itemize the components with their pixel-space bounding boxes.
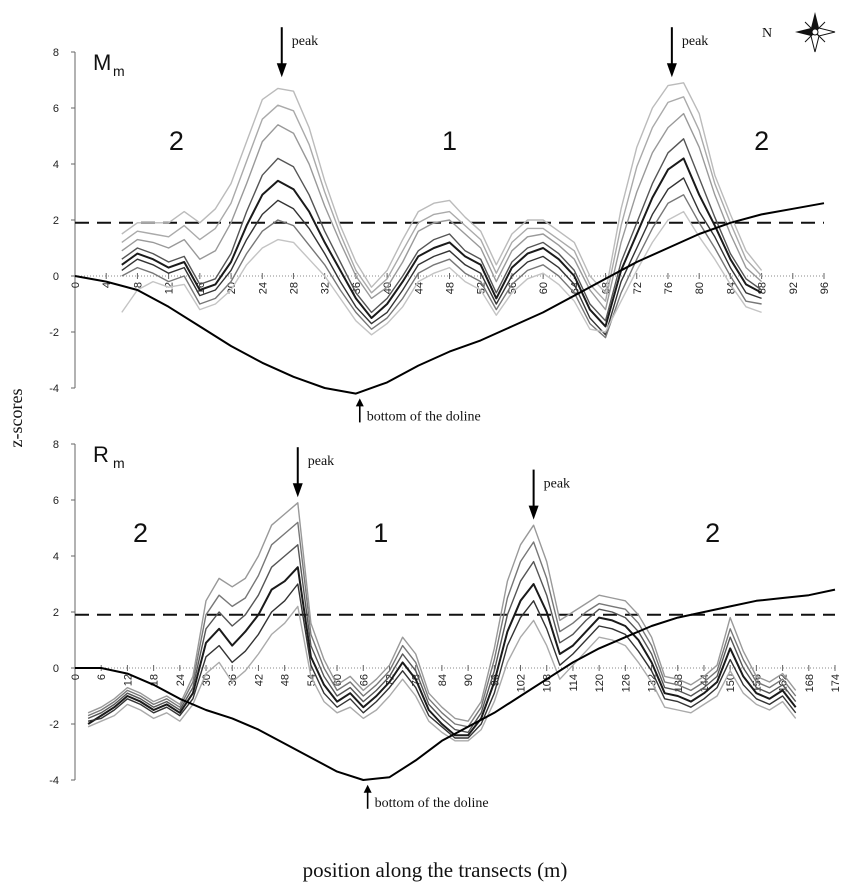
mm-series-line-7 xyxy=(121,82,763,294)
rm-x-tick-label: 168 xyxy=(804,674,816,692)
mm-x-tick-label: 72 xyxy=(632,282,644,294)
mm-x-tick-label: 12 xyxy=(164,282,176,294)
mm-x-tick-label: 96 xyxy=(819,282,831,294)
y-axis-label: z-scores xyxy=(6,389,26,448)
rm-x-tick-label: 48 xyxy=(280,674,292,686)
rm-series-line-6 xyxy=(87,605,797,742)
rm-doline-profile-line xyxy=(75,588,836,781)
mm-peak-arrow-head xyxy=(666,63,677,78)
rm-x-tick-label: 24 xyxy=(175,674,187,686)
rm-panel-label: R xyxy=(93,442,109,467)
rm-panel-label-sub: m xyxy=(113,455,125,471)
mm-series-line-3 xyxy=(121,138,763,322)
mm-zone-label: 1 xyxy=(442,126,457,156)
rm-x-tick-label: 162 xyxy=(778,674,790,692)
mm-y-tick-label: 4 xyxy=(53,159,59,171)
rm-y-tick-label: -4 xyxy=(49,775,59,787)
rm-series-line-2 xyxy=(87,583,797,739)
rm-x-tick-label: 84 xyxy=(437,674,449,686)
rm-zone-label: 2 xyxy=(705,518,720,548)
mm-zone-label: 2 xyxy=(754,126,769,156)
mm-y-tick-label: -2 xyxy=(49,327,59,339)
mm-y-tick-label: 0 xyxy=(53,271,59,283)
mm-series-line-8 xyxy=(121,210,762,336)
mm-doline-profile-line xyxy=(74,202,825,395)
mm-bottom-arrow-head xyxy=(355,398,364,407)
rm-peak-label: peak xyxy=(544,477,570,492)
rm-x-tick-label: 120 xyxy=(594,674,606,692)
rm-x-tick-label: 60 xyxy=(332,674,344,686)
mm-y-tick-label: -4 xyxy=(49,383,59,395)
mm-x-tick-label: 52 xyxy=(476,282,488,294)
rm-x-tick-label: 0 xyxy=(70,674,82,680)
mm-x-tick-label: 48 xyxy=(445,282,457,294)
mm-x-tick-label: 80 xyxy=(694,282,706,294)
mm-series-line-5 xyxy=(121,112,763,311)
rm-series-line-4 xyxy=(87,521,797,728)
mm-y-tick-label: 8 xyxy=(53,47,59,59)
mm-x-tick-label: 24 xyxy=(257,282,269,294)
rm-peak-arrow-head xyxy=(528,505,539,520)
rm-bottom-arrow-head xyxy=(363,784,372,793)
rm-x-tick-label: 108 xyxy=(542,674,554,692)
mm-x-tick-label: 4 xyxy=(101,282,113,288)
rm-zone-label: 1 xyxy=(373,518,388,548)
mm-bottom-label: bottom of the doline xyxy=(367,409,481,424)
rm-x-tick-label: 36 xyxy=(227,674,239,686)
x-axis-label: position along the transects (m) xyxy=(303,858,568,882)
mm-panel-label: M xyxy=(93,50,111,75)
mm-peak-label: peak xyxy=(682,34,708,49)
rm-x-tick-label: 126 xyxy=(620,674,632,692)
mm-x-tick-label: 40 xyxy=(382,282,394,294)
mm-y-tick-label: 6 xyxy=(53,103,59,115)
rm-y-tick-label: -2 xyxy=(49,719,59,731)
rm-x-tick-label: 42 xyxy=(253,674,265,686)
mm-x-tick-label: 36 xyxy=(351,282,363,294)
rm-peak-arrow-head xyxy=(292,483,303,498)
mm-x-tick-label: 76 xyxy=(663,282,675,294)
mm-x-tick-label: 56 xyxy=(507,282,519,294)
compass-icon xyxy=(795,12,836,53)
rm-x-tick-label: 12 xyxy=(122,674,134,686)
mm-x-tick-label: 92 xyxy=(788,282,800,294)
rm-x-tick-label: 114 xyxy=(568,674,580,692)
mm-series-line-2 xyxy=(121,177,762,336)
rm-series-line-1 xyxy=(87,566,797,737)
rm-zone-label: 2 xyxy=(133,518,148,548)
compass-label: N xyxy=(762,26,772,41)
mm-x-tick-label: 0 xyxy=(70,282,82,288)
mm-panel-label-sub: m xyxy=(113,63,125,79)
rm-bottom-label: bottom of the doline xyxy=(375,796,489,811)
rm-x-tick-label: 6 xyxy=(96,674,108,680)
rm-y-tick-label: 0 xyxy=(53,663,59,675)
mm-series-line-6 xyxy=(121,96,763,302)
rm-peak-label: peak xyxy=(308,454,334,469)
mm-x-tick-label: 8 xyxy=(132,282,144,288)
rm-y-tick-label: 8 xyxy=(53,439,59,451)
mm-x-tick-label: 32 xyxy=(320,282,332,294)
mm-series-line-1 xyxy=(121,157,763,328)
mm-series-line-4 xyxy=(121,194,762,339)
mm-peak-label: peak xyxy=(292,34,318,49)
rm-x-tick-label: 102 xyxy=(516,674,528,692)
rm-series-line-3 xyxy=(87,544,797,734)
rm-y-tick-label: 4 xyxy=(53,551,59,563)
rm-y-tick-label: 6 xyxy=(53,495,59,507)
rm-series-line-5 xyxy=(87,502,797,722)
rm-y-tick-label: 2 xyxy=(53,607,59,619)
mm-zone-label: 2 xyxy=(169,126,184,156)
mm-peak-arrow-head xyxy=(276,63,287,78)
mm-y-tick-label: 2 xyxy=(53,215,59,227)
rm-x-tick-label: 90 xyxy=(463,674,475,686)
rm-x-tick-label: 66 xyxy=(358,674,370,686)
mm-x-tick-label: 60 xyxy=(538,282,550,294)
mm-x-tick-label: 44 xyxy=(413,282,425,294)
rm-x-tick-label: 174 xyxy=(830,674,842,692)
mm-x-tick-label: 28 xyxy=(288,282,300,294)
